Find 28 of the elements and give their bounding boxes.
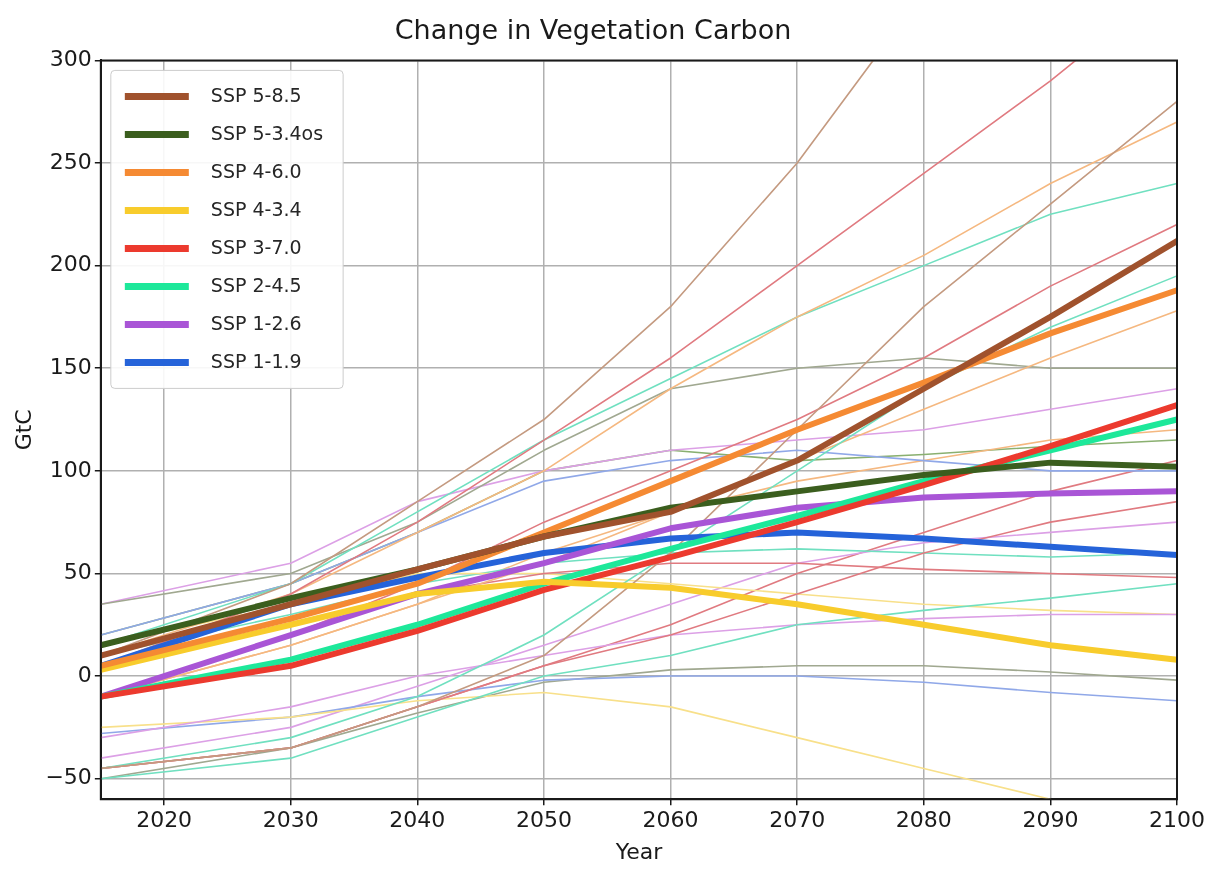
x-tick-label: 2050 <box>515 807 572 833</box>
y-tick-label: 250 <box>49 148 92 174</box>
x-tick-label: 2020 <box>136 807 193 833</box>
y-tick-label: 100 <box>49 456 92 482</box>
chart-title: Change in Vegetation Carbon <box>394 14 792 46</box>
y-tick-label: −50 <box>45 764 92 790</box>
legend-label: SSP 4-6.0 <box>210 160 302 183</box>
y-tick-label: 0 <box>77 661 92 687</box>
y-tick-label: 300 <box>49 46 92 72</box>
legend-label: SSP 3-7.0 <box>210 236 302 259</box>
x-tick-label: 2070 <box>769 807 826 833</box>
x-tick-label: 2080 <box>895 807 952 833</box>
x-tick-label: 2030 <box>262 807 319 833</box>
legend-label: SSP 5-3.4os <box>210 122 324 145</box>
legend-label: SSP 2-4.5 <box>210 274 302 297</box>
legend-label: SSP 5-8.5 <box>210 84 302 107</box>
legend-label: SSP 1-1.9 <box>210 350 302 373</box>
x-tick-label: 2090 <box>1022 807 1079 833</box>
y-tick-label: 50 <box>63 559 92 585</box>
y-tick-label: 150 <box>49 353 92 379</box>
x-tick-label: 2060 <box>642 807 699 833</box>
legend-label: SSP 4-3.4 <box>210 198 302 221</box>
y-axis-title: GtC <box>10 409 36 451</box>
x-tick-label: 2040 <box>389 807 446 833</box>
x-axis-title: Year <box>614 838 664 864</box>
legend-label: SSP 1-2.6 <box>210 312 302 335</box>
y-tick-label: 200 <box>49 251 92 277</box>
x-tick-label: 2100 <box>1149 807 1206 833</box>
